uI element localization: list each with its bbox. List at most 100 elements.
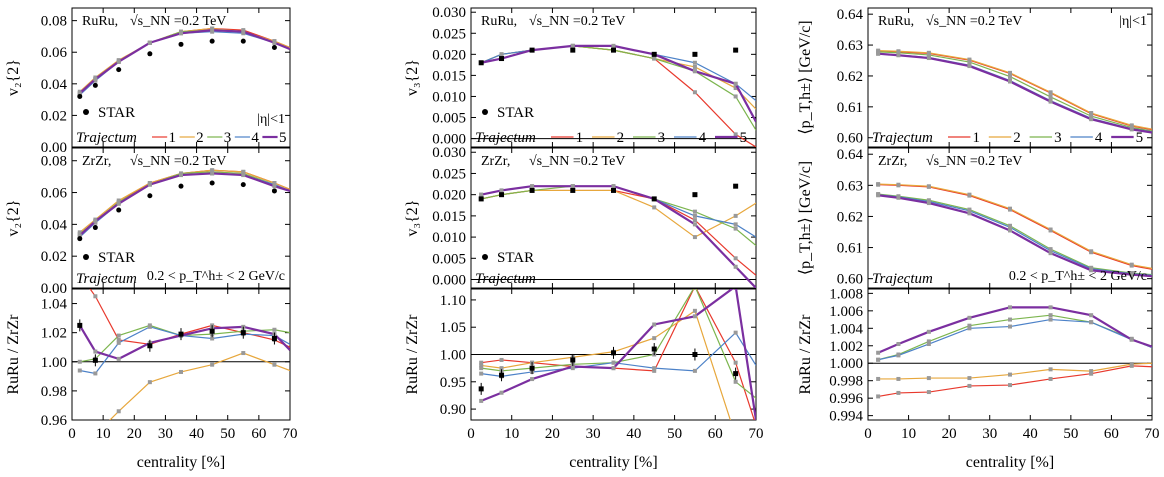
annotation-energy: √s_NN =0.2 TeV xyxy=(130,154,226,169)
annotation-system: RuRu, xyxy=(878,14,914,29)
x-tick-label: 60 xyxy=(708,426,723,442)
star-point xyxy=(209,38,215,44)
model-point xyxy=(692,209,697,214)
star-point xyxy=(478,196,484,202)
x-tick-label: 30 xyxy=(158,426,173,442)
model-point xyxy=(272,184,277,189)
model-point xyxy=(570,43,575,48)
y-tick-label: 0.025 xyxy=(432,26,466,42)
model-point xyxy=(926,50,931,55)
star-point xyxy=(478,60,484,66)
legend-star-label: STAR xyxy=(98,105,135,121)
panel-1-0: 0.000 0.005 0.010 0.015 0.020 0.025 0.030 v₃{2}… xyxy=(404,5,757,148)
model-point xyxy=(896,342,901,347)
y-tick-label: 0.998 xyxy=(829,374,863,390)
model-point xyxy=(210,28,215,33)
model-point xyxy=(1048,90,1053,95)
legend-series-label: 4 xyxy=(1095,130,1103,146)
y-axis-label: v₂{2} xyxy=(5,200,22,237)
model-point xyxy=(1048,248,1053,253)
model-point xyxy=(611,366,616,371)
x-tick-label: 70 xyxy=(749,426,764,442)
star-point xyxy=(570,47,576,53)
series-line-1 xyxy=(878,184,1152,270)
plot-frame xyxy=(470,147,757,289)
model-point xyxy=(479,192,484,197)
model-point xyxy=(530,377,535,382)
model-point xyxy=(116,340,121,345)
model-point xyxy=(1008,324,1012,329)
model-point xyxy=(692,90,697,95)
model-point xyxy=(734,434,738,438)
y-tick-label: 0.60 xyxy=(837,272,863,288)
y-tick-label: 0.020 xyxy=(432,188,466,204)
y-tick-label: 0.996 xyxy=(829,391,863,407)
star-point xyxy=(478,386,484,392)
model-point xyxy=(1008,383,1012,388)
y-tick-label: 0.994 xyxy=(829,409,863,425)
model-point xyxy=(896,50,901,55)
model-point xyxy=(733,86,738,91)
model-point xyxy=(1089,268,1094,273)
annotation-right: |η|<1 xyxy=(257,112,285,127)
star-point xyxy=(271,44,277,50)
model-point xyxy=(93,371,98,376)
annotation-system: ZrZr, xyxy=(82,154,111,169)
y-tick-label: 1.002 xyxy=(829,339,863,355)
legend-star-marker xyxy=(83,254,89,260)
model-point xyxy=(210,171,215,176)
model-point xyxy=(1048,251,1053,256)
model-point xyxy=(967,57,972,62)
model-point xyxy=(1089,114,1094,119)
star-point xyxy=(209,180,215,186)
x-tick-label: 50 xyxy=(1063,426,1078,442)
star-point xyxy=(77,322,83,328)
legend-series-label: 3 xyxy=(1054,130,1062,146)
y-tick-label: 0.015 xyxy=(432,68,466,84)
star-point xyxy=(499,372,505,378)
legend-model-label: Trajectum xyxy=(475,130,536,146)
model-point xyxy=(1089,313,1094,318)
model-point xyxy=(147,40,152,45)
model-point xyxy=(733,132,738,137)
y-axis-label: v₃{2} xyxy=(404,59,421,96)
model-point xyxy=(896,195,901,200)
model-point xyxy=(1008,372,1012,377)
model-point xyxy=(1048,367,1053,372)
y-axis-label: RuRu / ZrZr xyxy=(5,314,22,395)
star-point xyxy=(499,192,505,198)
model-point xyxy=(733,94,738,99)
model-point xyxy=(692,60,697,65)
model-point xyxy=(1008,228,1012,233)
model-point xyxy=(499,366,504,371)
annotation-system: RuRu, xyxy=(82,14,118,29)
model-point xyxy=(896,390,901,395)
annotation-right: |η|<1 xyxy=(1119,14,1147,29)
model-point xyxy=(652,322,657,327)
model-point xyxy=(926,342,931,347)
series-line-2 xyxy=(878,50,1152,130)
plot-frame xyxy=(867,288,1153,421)
series-line-2 xyxy=(878,362,1152,380)
star-point xyxy=(178,183,184,189)
panel-0-1: 0.00 0.02 0.04 0.06 0.08 v₂{2} ZrZr, √s_NN =0.2… xyxy=(5,147,291,297)
model-point xyxy=(896,182,901,187)
model-point xyxy=(479,366,484,371)
y-tick-label: 0.08 xyxy=(41,14,67,30)
model-point xyxy=(692,213,697,218)
model-point xyxy=(967,376,972,381)
x-tick-label: 70 xyxy=(283,426,298,442)
panel-1-1: 0.000 0.005 0.010 0.015 0.020 0.025 0.030 v₃{2}… xyxy=(404,145,757,289)
model-point xyxy=(93,294,98,299)
y-tick-label: 0.63 xyxy=(837,178,863,194)
model-point xyxy=(692,235,697,240)
model-point xyxy=(1048,313,1053,318)
model-point xyxy=(967,315,972,320)
model-point xyxy=(876,376,881,381)
model-point xyxy=(1129,127,1134,132)
model-point xyxy=(926,376,931,381)
model-point xyxy=(116,337,121,342)
